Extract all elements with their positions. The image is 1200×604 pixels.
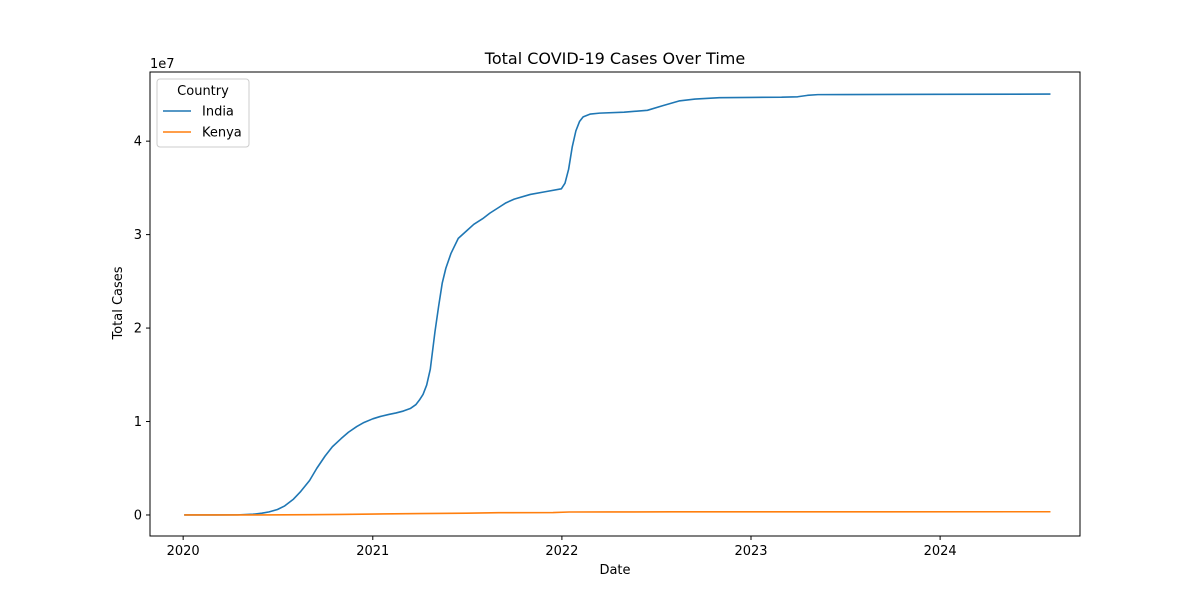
y-tick-label: 1 xyxy=(134,415,142,430)
chart-title: Total COVID-19 Cases Over Time xyxy=(484,49,745,68)
x-tick-label: 2020 xyxy=(167,544,200,559)
x-tick-label: 2022 xyxy=(545,544,578,559)
x-axis-label: Date xyxy=(599,563,630,578)
legend: Country India Kenya xyxy=(156,78,250,148)
y-tick-label: 0 xyxy=(134,508,142,523)
legend-entries: India Kenya xyxy=(163,105,242,141)
y-axis-label: Total Cases xyxy=(111,266,126,340)
series-line-kenya xyxy=(184,510,1051,516)
series-layer xyxy=(184,93,1051,516)
x-tick-label: 2021 xyxy=(356,544,389,559)
legend-label-kenya: Kenya xyxy=(202,126,242,141)
legend-box xyxy=(156,78,250,148)
ticks-layer: 2020 2021 2022 2023 2024 0 1 2 3 4 xyxy=(134,135,957,559)
y-tick-label: 3 xyxy=(134,228,142,243)
x-tick-label: 2023 xyxy=(734,544,767,559)
legend-label-india: India xyxy=(202,105,234,120)
legend-title: Country xyxy=(177,84,229,99)
y-tick-label: 4 xyxy=(134,135,142,150)
x-tick-label: 2024 xyxy=(924,544,957,559)
series-line-india xyxy=(184,93,1051,516)
y-axis-offset-text: 1e7 xyxy=(150,57,175,72)
plot-area-frame xyxy=(149,71,1081,537)
y-tick-label: 2 xyxy=(134,322,142,337)
